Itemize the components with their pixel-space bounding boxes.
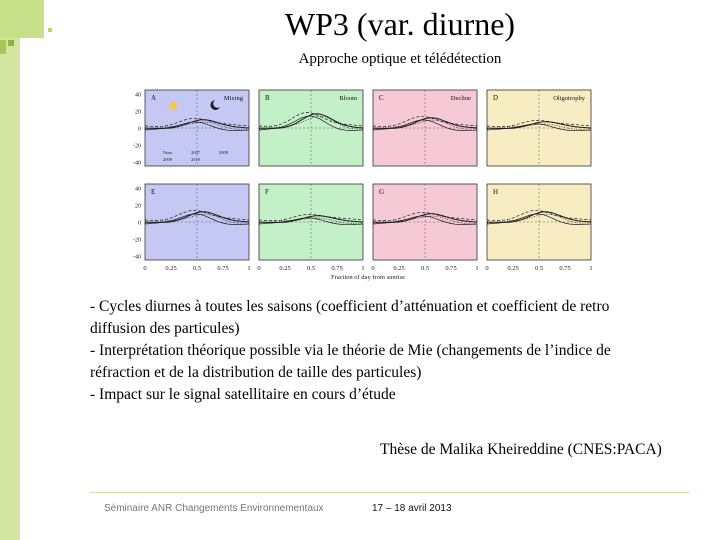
y-tick-label: -40 xyxy=(133,255,141,261)
panel-season-label: Oligotrophy xyxy=(553,95,586,102)
footer-divider xyxy=(90,492,690,493)
sun-icon xyxy=(169,102,177,110)
diurnal-curve xyxy=(144,210,250,221)
bullet-line: - Cycles diurnes à toutes les saisons (c… xyxy=(90,298,610,315)
y-tick-label: -20 xyxy=(133,144,141,150)
x-tick-label: 0.5 xyxy=(421,265,429,272)
x-tick-label: 0.75 xyxy=(445,265,456,272)
bullet-list: - Cycles diurnes à toutes les saisons (c… xyxy=(90,296,670,406)
diurnal-curve xyxy=(144,121,250,130)
legend-entry: 2007 xyxy=(191,150,201,155)
legend-entry: 2010 xyxy=(191,157,201,162)
diurnal-cycle-figure: 40 20 0 -20 -40 40 20 0 -20 -40 A Mixing B Bloom C Decl… xyxy=(133,89,593,281)
footer-date: 17 – 18 avril 2013 xyxy=(372,503,452,514)
x-tick-label: 0.5 xyxy=(307,265,315,272)
x-tick-label: 0.25 xyxy=(165,265,176,272)
panel-letter: C xyxy=(379,94,384,102)
diurnal-curve xyxy=(258,214,364,222)
x-tick-label: 0.25 xyxy=(393,265,404,272)
x-tick-label: 0.25 xyxy=(279,265,290,272)
diurnal-curve xyxy=(486,210,592,221)
y-tick-label: 20 xyxy=(135,204,141,210)
x-tick-label: 1 xyxy=(475,265,478,272)
diurnal-curve xyxy=(372,215,478,224)
y-tick-label: -40 xyxy=(133,161,141,167)
bullet-line: réfraction et de la distribution de tail… xyxy=(90,364,422,381)
footer-event: Séminaire ANR Changements Environnementa… xyxy=(104,503,324,514)
diurnal-curve xyxy=(144,213,250,224)
y-tick-label: 40 xyxy=(135,93,141,99)
x-tick-label: 0 xyxy=(371,265,374,272)
panel-letter: F xyxy=(265,188,269,196)
diurnal-curve xyxy=(258,112,364,127)
legend-entry: Num xyxy=(163,150,172,155)
bullet-line: diffusion des particules) xyxy=(90,320,240,337)
x-tick-label: 0.5 xyxy=(535,265,543,272)
diurnal-curve xyxy=(258,217,364,226)
diurnal-curve xyxy=(372,215,478,225)
x-tick-label: 0.75 xyxy=(217,265,228,272)
decorative-corner-squares xyxy=(0,0,64,60)
x-axis-label: Fraction of day from sunrise xyxy=(331,274,405,281)
diurnal-curve xyxy=(144,118,250,127)
panel-season-label: Mixing xyxy=(224,95,244,102)
slide-title: WP3 (var. diurne) xyxy=(284,6,516,42)
x-tick-label: 1 xyxy=(361,265,364,272)
x-tick-label: 0.5 xyxy=(193,265,201,272)
y-tick-label: 40 xyxy=(135,187,141,193)
panel-letter: D xyxy=(493,94,498,102)
diurnal-curve xyxy=(258,115,364,131)
x-tick-label: 0.75 xyxy=(331,265,342,272)
diurnal-curve xyxy=(144,121,250,131)
diurnal-curve xyxy=(372,212,478,221)
decorative-side-band xyxy=(0,0,20,540)
x-tick-label: 1 xyxy=(247,265,250,272)
x-tick-label: 0 xyxy=(257,265,260,272)
y-tick-label: 20 xyxy=(135,110,141,116)
legend-entry: 2009 xyxy=(163,157,173,162)
panel-letter: G xyxy=(379,188,384,196)
bullet-line: - Impact sur le signal satellitaire en c… xyxy=(90,386,396,403)
moon-icon xyxy=(210,100,220,110)
panel-season-label: Decline xyxy=(451,95,471,102)
diurnal-curve xyxy=(486,123,592,132)
diurnal-curve xyxy=(372,116,478,127)
y-tick-label: -20 xyxy=(133,238,141,244)
y-tick-label: 0 xyxy=(138,221,141,227)
x-tick-label: 0.75 xyxy=(559,265,570,272)
panel-letter: A xyxy=(151,94,156,102)
panel-letter: B xyxy=(265,94,270,102)
x-tick-label: 0.25 xyxy=(507,265,518,272)
diurnal-curve xyxy=(486,213,592,225)
panel-letter: E xyxy=(151,188,155,196)
diurnal-curve xyxy=(486,120,592,128)
diurnal-curve xyxy=(486,213,592,224)
legend-entry: 2008 xyxy=(219,150,229,155)
y-tick-label: 0 xyxy=(138,127,141,133)
x-tick-label: 1 xyxy=(589,265,592,272)
diurnal-curve xyxy=(144,213,250,225)
diurnal-curve xyxy=(372,119,478,131)
diurnal-curve xyxy=(372,119,478,130)
x-tick-label: 0 xyxy=(485,265,488,272)
panel-letter: H xyxy=(493,188,498,196)
panel-season-label: Bloom xyxy=(339,95,357,102)
thesis-credit: Thèse de Malika Kheireddine (CNES:PACA) xyxy=(380,441,662,458)
slide-subtitle: Approche optique et télédétection xyxy=(298,51,502,67)
bullet-line: - Interprétation théorique possible via … xyxy=(90,342,611,359)
x-tick-label: 0 xyxy=(143,265,146,272)
